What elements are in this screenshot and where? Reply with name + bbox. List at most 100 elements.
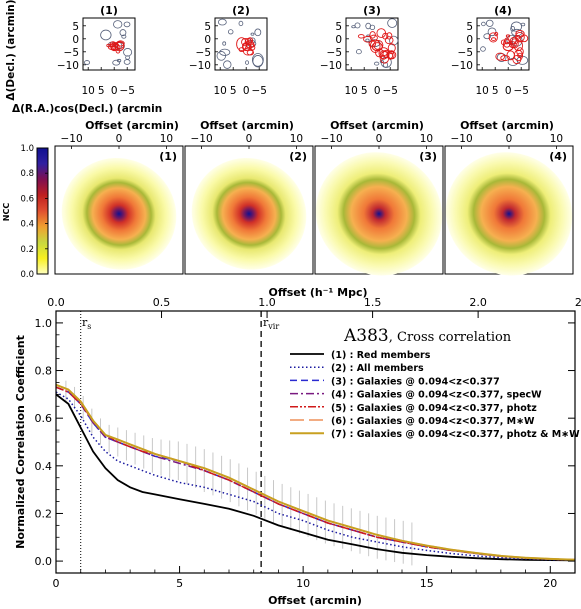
ncc-map-label: (1): [159, 150, 177, 163]
gray-contour: [480, 46, 486, 52]
ncc-top-tick-label: −10: [451, 133, 473, 145]
y-tick-label: 1.0: [35, 317, 53, 330]
rs-label: r: [82, 316, 88, 329]
contour-ylabel: Δ(Decl.) (arcmin): [5, 0, 17, 101]
contour-xlabel: Δ(R.A.)cos(Decl.) (arcmin: [12, 103, 162, 115]
gray-contour: [216, 51, 227, 61]
contour-ytick-label: −5: [458, 47, 473, 59]
ncc-map-image: [445, 152, 573, 276]
ncc-map-image: [61, 158, 177, 270]
red-contour: [513, 40, 524, 52]
gray-contour: [222, 41, 227, 46]
contour-ytick-label: −5: [196, 47, 211, 59]
ncc-top-tick-label: 0: [116, 133, 123, 145]
legend-entry-6: (6) : Galaxies @ 0.094<z<0.377, M∗W: [331, 416, 535, 427]
series-line-7: [55, 383, 576, 561]
gray-contour: [250, 32, 255, 36]
cluster-name: A383: [343, 326, 389, 346]
gray-contour: [373, 61, 380, 66]
contour-panel-frame: [214, 17, 268, 71]
ncc-map-panels: (1) −10 0 10 (2) −10 0 10 (3) −10 0 10 (4) −10 0 10: [54, 133, 574, 276]
rvir-label: r: [263, 316, 269, 329]
gray-contour: [483, 33, 492, 40]
contour-panel-label: (4): [494, 4, 512, 17]
contour-xtick-label: 5: [98, 85, 105, 97]
contour-ytick-label: 5: [72, 21, 79, 33]
gray-contour: [223, 60, 232, 69]
contour-ytick-label: 0: [204, 34, 211, 46]
red-contour: [388, 50, 395, 55]
gray-contour: [227, 29, 234, 35]
ncc-top-tick-label: −10: [61, 133, 83, 145]
red-contour: [373, 40, 384, 50]
ncc-top-tick-label: 10: [550, 133, 563, 145]
contour-ytick-label: 5: [335, 21, 342, 33]
gray-contour: [219, 48, 231, 56]
colorbar-tick-label: 0.8: [20, 169, 34, 179]
gray-contour: [123, 21, 131, 28]
ncc-top-tick-label: 10: [290, 133, 303, 145]
red-contour: [380, 55, 386, 60]
gray-contour: [485, 19, 494, 27]
contour-ytick-label: −10: [451, 60, 473, 72]
title-suffix: , Cross correlation: [389, 330, 512, 345]
red-contour: [363, 35, 373, 43]
profile-top-axis-label: Offset (h⁻¹ Mpc): [268, 286, 367, 299]
plot-title: A383, Cross correlation: [343, 326, 512, 346]
gray-contour: [383, 62, 389, 68]
gray-contour: [251, 53, 264, 67]
gray-contour: [487, 27, 497, 37]
ncc-map-3: (3) −10 0 10: [314, 133, 444, 276]
ncc-top-tick-label: 0: [506, 133, 513, 145]
y-tick-label: 0.8: [35, 365, 53, 378]
contour-ytick-label: −10: [57, 60, 79, 72]
contour-panel-label: (2): [232, 4, 250, 17]
plot-area: [56, 311, 575, 573]
gray-contour: [123, 48, 133, 57]
ncc-map-1: (1) −10 0 10: [54, 133, 184, 275]
red-contour: [357, 34, 365, 39]
ncc-top-tick-label: 0: [246, 133, 253, 145]
gray-contour: [387, 18, 398, 28]
gray-contour: [217, 18, 227, 26]
contour-ytick-label: −5: [64, 47, 79, 59]
ncc-map-label: (4): [549, 150, 567, 163]
gray-contour: [520, 22, 526, 27]
red-contour-core: [371, 42, 383, 52]
ncc-top-tick-label: 0: [376, 133, 383, 145]
red-contour: [488, 32, 498, 43]
colorbar-ticks: 1.0 0.8 0.6 0.4 0.2 0.0: [20, 144, 48, 280]
gray-contour: [100, 29, 112, 41]
red-contour: [115, 48, 121, 54]
gray-contour: [121, 34, 127, 39]
rvir-marker-label: rvir: [263, 316, 279, 331]
ncc-top-tick-label: 10: [420, 133, 433, 145]
colorbar-tick-label: 0.4: [20, 220, 34, 230]
gray-contour: [365, 38, 370, 43]
gray-contour: [379, 59, 384, 64]
rvir-sub: vir: [267, 322, 279, 331]
colorbar-tick-label: 0.2: [20, 245, 34, 255]
x-tick-label: 20: [543, 577, 557, 590]
top-tick-label: 2.5: [575, 296, 581, 309]
red-contour-core: [502, 42, 514, 52]
gray-contour: [112, 59, 121, 66]
legend-entry-5: (5) : Galaxies @ 0.094<z<0.377, photz: [331, 403, 537, 414]
ncc-top-axis-label: Offset (arcmin): [85, 119, 179, 132]
top-tick-label: 1.0: [258, 296, 276, 309]
gray-contour: [510, 26, 516, 32]
contour-ytick-label: 5: [466, 21, 473, 33]
gray-contour: [365, 22, 372, 30]
contour-ytick-label: 0: [466, 34, 473, 46]
contour-xtick-label: 10: [345, 85, 358, 97]
top-tick-label: 1.5: [364, 296, 382, 309]
x-tick-label: 10: [296, 577, 310, 590]
top-tick-label: 0.0: [47, 296, 65, 309]
contour-xtick-label: 10: [82, 85, 95, 97]
x-tick-label: 15: [420, 577, 434, 590]
contour-ytick-label: −5: [327, 47, 342, 59]
colorbar-tick-label: 1.0: [20, 144, 34, 154]
